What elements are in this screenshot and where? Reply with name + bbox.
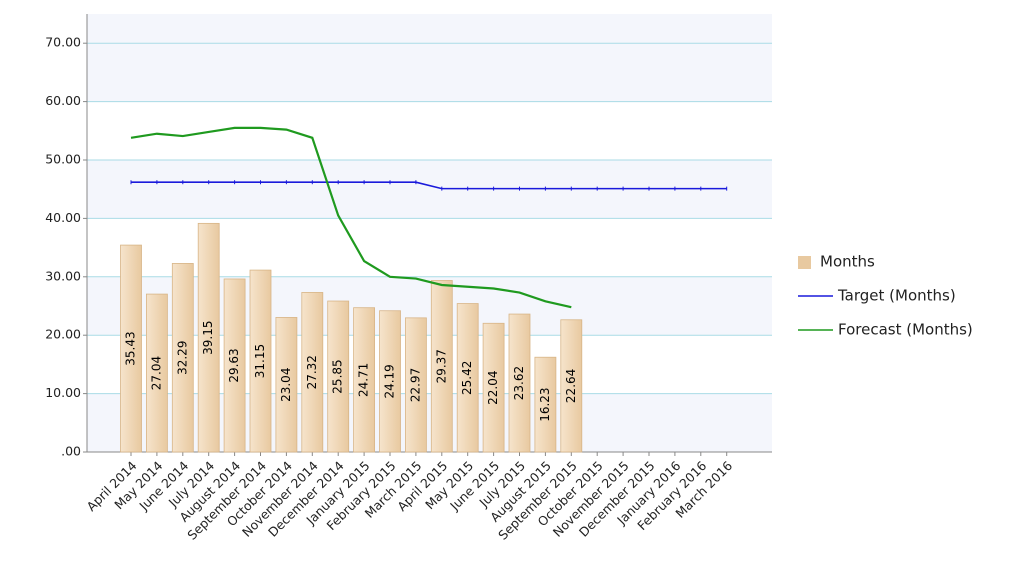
- value-label: 22.04: [486, 370, 500, 404]
- y-tick-label: 10.00: [45, 385, 81, 400]
- bar: [508, 313, 531, 453]
- bar: [171, 263, 194, 453]
- value-label: 27.32: [305, 355, 319, 389]
- bar: [353, 307, 376, 453]
- legend-label: Forecast (Months): [838, 321, 973, 339]
- bar: [482, 322, 505, 453]
- bar: [120, 244, 142, 453]
- bar: [404, 317, 427, 453]
- y-tick-label: 70.00: [45, 35, 81, 50]
- bar: [456, 303, 479, 453]
- value-label: 23.62: [512, 366, 526, 400]
- bar: [301, 292, 324, 453]
- y-tick-label: .00: [61, 444, 81, 459]
- value-label: 29.37: [434, 349, 448, 383]
- value-label: 27.04: [149, 356, 163, 390]
- bar: [560, 319, 583, 453]
- value-label: 24.71: [357, 363, 371, 397]
- value-label: 22.97: [408, 368, 422, 402]
- legend-label: Target (Months): [837, 287, 956, 305]
- y-tick-label: 50.00: [45, 152, 81, 167]
- bar: [197, 222, 220, 453]
- value-label: 39.15: [201, 321, 215, 355]
- bar: [327, 300, 350, 453]
- value-label: 29.63: [227, 348, 241, 382]
- value-label: 25.42: [460, 361, 474, 395]
- value-label: 23.04: [279, 368, 293, 402]
- y-tick-label: 40.00: [45, 210, 81, 225]
- legend-label: Months: [820, 253, 875, 271]
- bar: [145, 293, 168, 453]
- y-tick-label: 30.00: [45, 268, 81, 283]
- line: [130, 126, 572, 309]
- y-tick-label: 60.00: [45, 93, 81, 108]
- bar: [430, 280, 453, 453]
- value-label: 25.85: [331, 359, 345, 393]
- value-label: 22.64: [564, 369, 578, 403]
- value-label: 16.23: [538, 387, 552, 421]
- value-label: 24.19: [383, 364, 397, 398]
- value-label: 32.29: [175, 341, 189, 375]
- bar: [379, 310, 401, 453]
- bar: [249, 269, 272, 453]
- plot-band: [87, 101, 772, 160]
- line: [131, 181, 727, 190]
- y-tick-label: 20.00: [45, 327, 81, 342]
- legend-swatch: [798, 256, 811, 269]
- value-label: 31.15: [253, 344, 267, 378]
- value-label: 35.43: [124, 331, 138, 365]
- bar: [223, 278, 246, 453]
- bar: [275, 317, 298, 453]
- bar: [534, 356, 557, 453]
